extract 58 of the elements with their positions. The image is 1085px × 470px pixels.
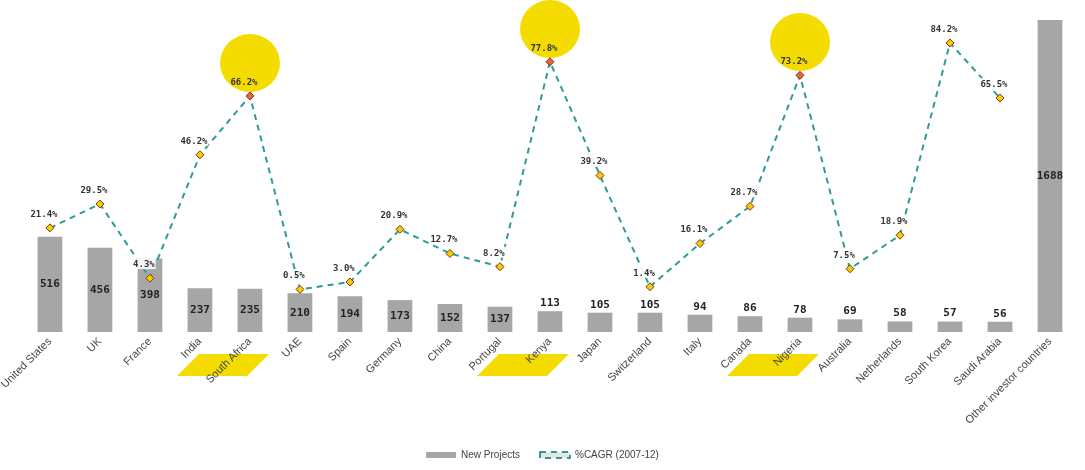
bar — [987, 321, 1013, 333]
data-label: 3.0% — [333, 262, 356, 273]
data-label: 94 — [693, 299, 707, 313]
data-label: 58 — [893, 306, 907, 320]
legend-label: New Projects — [461, 448, 520, 460]
bar — [837, 319, 863, 333]
data-label: 18.9% — [880, 216, 909, 227]
data-label: 20.9% — [380, 210, 409, 221]
data-label: 456 — [90, 282, 111, 296]
bar — [737, 316, 763, 333]
bar — [87, 247, 113, 333]
x-tick-label: Italy — [680, 334, 704, 358]
data-label: 152 — [440, 310, 460, 324]
data-label: 57 — [943, 306, 957, 320]
bar — [37, 236, 63, 333]
data-label: 4.3% — [133, 259, 156, 270]
data-label: 398 — [140, 288, 160, 302]
bar — [787, 317, 813, 333]
bar — [637, 312, 663, 333]
data-label: 56 — [993, 306, 1007, 320]
data-label: 105 — [590, 297, 610, 311]
data-label: 77.8% — [530, 42, 559, 53]
data-label: 0.5% — [283, 270, 306, 281]
bar — [537, 311, 563, 333]
data-label: 235 — [240, 303, 260, 317]
bar — [1037, 20, 1063, 333]
data-label: 39.2% — [580, 156, 609, 167]
data-label: 516 — [40, 277, 61, 291]
data-label: 1.4% — [633, 267, 656, 278]
data-label: 65.5% — [980, 78, 1009, 89]
bar — [687, 314, 713, 333]
bar — [887, 321, 913, 333]
data-label: 7.5% — [833, 249, 856, 260]
data-label: 21.4% — [30, 208, 59, 219]
data-label: 12.7% — [430, 234, 459, 245]
data-label: 66.2% — [230, 76, 259, 87]
data-label: 113 — [540, 296, 560, 310]
data-label: 28.7% — [730, 187, 759, 198]
data-label: 46.2% — [180, 135, 209, 146]
legend-label: %CAGR (2007-12) — [574, 448, 659, 460]
data-label: 86 — [743, 301, 757, 315]
data-label: 137 — [490, 312, 510, 326]
data-label: 105 — [640, 297, 660, 311]
bar — [937, 321, 963, 333]
x-tick-label: UK — [84, 334, 104, 355]
data-label: 73.2% — [780, 56, 809, 67]
data-label: 69 — [843, 304, 857, 318]
data-label: 237 — [190, 303, 210, 317]
data-label: 16.1% — [680, 224, 709, 235]
data-label: 173 — [390, 308, 410, 322]
data-label: 29.5% — [80, 184, 109, 195]
data-label: 78 — [793, 302, 807, 316]
bar — [587, 312, 613, 333]
data-label: 194 — [340, 307, 361, 321]
data-label: 8.2% — [483, 247, 506, 258]
data-label: 1688 — [1036, 168, 1064, 182]
data-label: 210 — [290, 305, 310, 319]
data-label: 84.2% — [930, 23, 959, 34]
